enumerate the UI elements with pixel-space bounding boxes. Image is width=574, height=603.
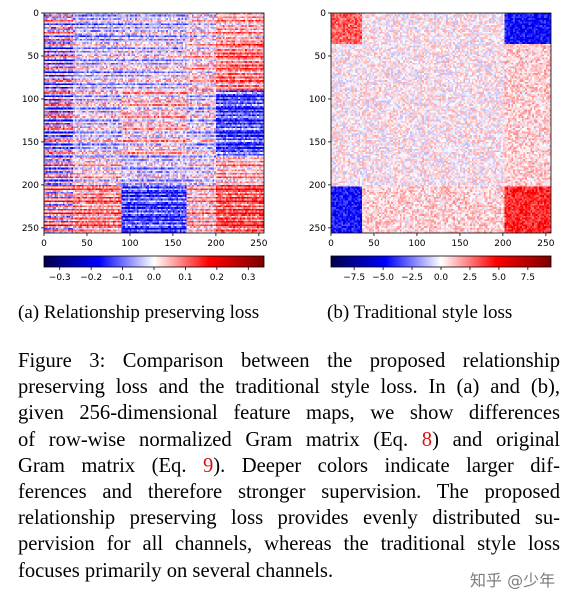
colorbar-tick-label: 5.0 bbox=[492, 273, 507, 283]
caption-text: preserving loss and the traditional styl… bbox=[18, 376, 560, 399]
y-tick-label: 50 bbox=[315, 52, 327, 62]
caption-line: focuses primarily on several channels. bbox=[18, 558, 560, 584]
y-tick-label: 0 bbox=[33, 9, 39, 19]
y-tick-label: 50 bbox=[28, 52, 40, 62]
caption-line: preserving loss and the traditional styl… bbox=[18, 374, 560, 400]
x-tick-label: 0 bbox=[328, 239, 334, 249]
colorbar-tick-label: −7.5 bbox=[343, 273, 365, 283]
x-tick-label: 250 bbox=[250, 239, 267, 249]
caption-line: pervision for all channels, whereas the … bbox=[18, 531, 560, 557]
caption-text: ). Deeper colors indicate larger dif- bbox=[213, 454, 560, 477]
y-tick-label: 0 bbox=[320, 9, 326, 19]
x-tick-label: 100 bbox=[121, 239, 138, 249]
heatmap-frame bbox=[330, 12, 552, 234]
caption-line: given 256-dimensional feature maps, we s… bbox=[18, 400, 560, 426]
colorbar-tick-label: 0.1 bbox=[178, 273, 192, 283]
caption-text: ferences and therefore stronger supervis… bbox=[18, 481, 560, 504]
x-tick-label: 100 bbox=[408, 239, 425, 249]
y-tick-label: 100 bbox=[22, 95, 39, 105]
caption-line: ferences and therefore stronger supervis… bbox=[18, 479, 560, 505]
y-tick-label: 150 bbox=[22, 138, 39, 148]
y-tick-label: 200 bbox=[309, 181, 326, 191]
y-tick-label: 250 bbox=[22, 224, 39, 234]
y-tick-label: 150 bbox=[309, 138, 326, 148]
x-tick-label: 200 bbox=[207, 239, 224, 249]
colorbar-tick-label: 0.3 bbox=[241, 273, 255, 283]
colorbar-tick-label: 2.5 bbox=[463, 273, 477, 283]
equation-reference-link[interactable]: 9 bbox=[202, 454, 214, 477]
colorbar-tick-label: 0.2 bbox=[210, 273, 224, 283]
colorbar-tick-label: −0.3 bbox=[49, 273, 71, 283]
figure: 0 50 100 150 200 250 0 50 100 150 200 250 −0.3 −0.2 −0… bbox=[0, 0, 574, 300]
watermark: 知乎 @少年 bbox=[470, 571, 556, 590]
colorbar bbox=[43, 255, 265, 268]
caption-text: of row-wise normalized Gram matrix (Eq. bbox=[18, 428, 422, 451]
colorbar-tick-label: 7.5 bbox=[521, 273, 535, 283]
panel-b-caption: (b) Traditional style loss bbox=[327, 302, 513, 323]
caption-text: pervision for all channels, whereas the … bbox=[18, 533, 560, 556]
x-tick-label: 50 bbox=[368, 239, 380, 249]
caption-text: relationship preserving loss provides ev… bbox=[18, 507, 560, 530]
equation-reference-link[interactable]: 8 bbox=[421, 428, 433, 451]
heatmap-frame bbox=[43, 12, 265, 234]
caption-text: Figure 3: Comparison between the propose… bbox=[18, 350, 560, 372]
caption-line: Figure 3: Comparison between the propose… bbox=[18, 348, 560, 374]
heatmap-image bbox=[331, 13, 551, 233]
y-tick-label: 250 bbox=[309, 224, 326, 234]
colorbar-tick-label: −5.0 bbox=[372, 273, 394, 283]
caption-text: focuses primarily on several channels. bbox=[18, 559, 334, 582]
colorbar-tick-label: 0.0 bbox=[147, 273, 162, 283]
caption-line: Gram matrix (Eq. 9). Deeper colors indic… bbox=[18, 453, 560, 479]
caption-line: relationship preserving loss provides ev… bbox=[18, 505, 560, 531]
caption-line: of row-wise normalized Gram matrix (Eq. … bbox=[18, 427, 560, 453]
figure-caption: Figure 3: Comparison between the propose… bbox=[18, 348, 560, 584]
panel-a-caption: (a) Relationship preserving loss bbox=[18, 302, 260, 323]
y-tick-label: 200 bbox=[22, 181, 39, 191]
x-tick-label: 50 bbox=[81, 239, 93, 249]
colorbar-tick-label: −2.5 bbox=[401, 273, 423, 283]
caption-text: given 256-dimensional feature maps, we s… bbox=[18, 402, 560, 425]
x-tick-label: 200 bbox=[494, 239, 511, 249]
colorbar bbox=[330, 255, 552, 268]
x-tick-label: 0 bbox=[41, 239, 47, 249]
colorbar-tick-label: −0.1 bbox=[112, 273, 134, 283]
x-tick-label: 150 bbox=[451, 239, 468, 249]
x-tick-label: 150 bbox=[164, 239, 181, 249]
x-tick-label: 250 bbox=[537, 239, 554, 249]
caption-text: Gram matrix (Eq. bbox=[18, 454, 203, 477]
caption-text: ) and original bbox=[432, 428, 560, 451]
colorbar-tick-label: 0.0 bbox=[434, 273, 449, 283]
heatmap-image bbox=[44, 13, 264, 233]
colorbar-tick-label: −0.2 bbox=[80, 273, 102, 283]
y-tick-label: 100 bbox=[309, 95, 326, 105]
